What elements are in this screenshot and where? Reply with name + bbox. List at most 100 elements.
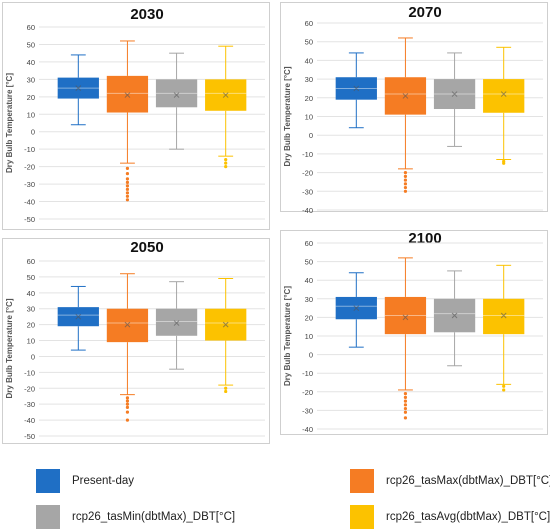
legend-swatch-present-day — [36, 469, 60, 493]
y-tick-label: 60 — [305, 19, 313, 28]
outlier-rcp26-tasavg-dbtmax-dbt-c — [224, 389, 228, 394]
outlier-rcp26-tasmax-dbtmax-dbt-c — [403, 416, 408, 420]
mean-marker-rcp26-tasmax-dbtmax-dbt-c — [402, 314, 409, 321]
chart-title: 2030 — [130, 6, 163, 23]
y-tick-label: 20 — [27, 321, 35, 330]
y-tick-label: 20 — [305, 313, 313, 322]
outlier-rcp26-tasmax-dbtmax-dbt-c — [403, 174, 408, 178]
outlier-rcp26-tasmax-dbtmax-dbt-c — [125, 198, 130, 202]
legend-item-tasmin: rcp26_tasMin(dbtMax)_DBT[°C] — [36, 505, 235, 529]
mean-marker-rcp26-tasavg-dbtmax-dbt-c — [222, 321, 229, 328]
box-rcp26-tasmax-dbtmax-dbt-c — [384, 296, 427, 335]
y-tick-label: 50 — [27, 40, 35, 49]
mean-marker-rcp26-tasavg-dbtmax-dbt-c — [222, 92, 229, 98]
y-axis-label: Dry Bulb Temperature [°C] — [283, 66, 292, 166]
outlier-rcp26-tasmax-dbtmax-dbt-c — [125, 410, 130, 414]
mean-marker-rcp26-tasavg-dbtmax-dbt-c — [500, 91, 507, 97]
outlier-rcp26-tasmax-dbtmax-dbt-c — [125, 172, 130, 176]
chart-svg-2050: 2050 Dry Bulb Temperature [°C] 60 50 40 30 20 1… — [5, 239, 265, 441]
chart-svg-2070: 2070 Dry Bulb Temperature [°C] 60 50 40 30 20 1… — [283, 4, 543, 213]
y-tick-label: 0 — [31, 352, 35, 361]
y-tick-label: 50 — [305, 38, 313, 47]
outlier-rcp26-tasmax-dbtmax-dbt-c — [125, 191, 130, 195]
mean-marker-rcp26-tasmin-dbtmax-dbt-c — [451, 312, 458, 319]
outlier-rcp26-tasmax-dbtmax-dbt-c — [403, 182, 408, 186]
outlier-rcp26-tasmax-dbtmax-dbt-c — [403, 406, 408, 411]
box-rcp26-tasmax-dbtmax-dbt-c — [106, 308, 149, 343]
y-tick-label: -40 — [24, 198, 35, 207]
y-tick-label: -10 — [24, 145, 35, 154]
y-tick-label: 40 — [305, 56, 313, 65]
outlier-rcp26-tasmax-dbtmax-dbt-c — [125, 184, 130, 188]
y-tick-label: 40 — [305, 276, 313, 285]
mean-marker-rcp26-tasmin-dbtmax-dbt-c — [173, 92, 180, 98]
legend-swatch-tasmin — [36, 505, 60, 529]
chart-title: 2100 — [408, 231, 441, 247]
outlier-rcp26-tasmax-dbtmax-dbt-c — [125, 166, 130, 170]
y-tick-label: -20 — [24, 163, 35, 172]
outlier-rcp26-tasmax-dbtmax-dbt-c — [403, 171, 408, 175]
outlier-rcp26-tasmax-dbtmax-dbt-c — [403, 189, 408, 193]
y-tick-label: 30 — [305, 75, 313, 84]
outlier-rcp26-tasavg-dbtmax-dbt-c — [224, 386, 228, 390]
y-tick-label: -30 — [24, 400, 35, 409]
y-tick-label: -20 — [302, 169, 313, 178]
box-rcp26-tasmax-dbtmax-dbt-c — [106, 75, 149, 113]
mean-marker-present-day — [353, 305, 360, 311]
box-rcp26-tasavg-dbtmax-dbt-c — [483, 298, 525, 335]
chart-panel-2030: 2030 Dry Bulb Temperature [°C] 60 50 40 30 20 1… — [2, 2, 270, 230]
y-tick-label: 60 — [27, 23, 35, 32]
mean-marker-rcp26-tasmax-dbtmax-dbt-c — [124, 321, 131, 328]
outlier-rcp26-tasmax-dbtmax-dbt-c — [125, 418, 130, 422]
y-tick-label: 60 — [305, 239, 313, 248]
mean-marker-rcp26-tasmax-dbtmax-dbt-c — [124, 92, 131, 98]
outlier-rcp26-tasavg-dbtmax-dbt-c — [502, 384, 506, 388]
y-tick-label: 30 — [27, 75, 35, 84]
y-tick-label: 10 — [305, 113, 313, 122]
outlier-rcp26-tasmax-dbtmax-dbt-c — [403, 410, 408, 414]
y-axis-label: Dry Bulb Temperature [°C] — [5, 298, 14, 398]
chart-panel-2050: 2050 Dry Bulb Temperature [°C] 60 50 40 30 20 1… — [2, 238, 270, 444]
y-tick-label: 40 — [27, 58, 35, 67]
outlier-rcp26-tasavg-dbtmax-dbt-c — [224, 161, 228, 165]
outlier-rcp26-tasmax-dbtmax-dbt-c — [403, 395, 408, 399]
y-tick-label: -30 — [302, 187, 313, 196]
outlier-rcp26-tasmax-dbtmax-dbt-c — [125, 402, 130, 406]
outlier-rcp26-tasmax-dbtmax-dbt-c — [125, 180, 130, 184]
outlier-rcp26-tasmax-dbtmax-dbt-c — [125, 187, 130, 191]
chart-panel-2070: 2070 Dry Bulb Temperature [°C] 60 50 40 30 20 1… — [280, 2, 548, 213]
y-tick-label: 10 — [305, 332, 313, 341]
outlier-rcp26-tasavg-dbtmax-dbt-c — [502, 161, 506, 165]
y-tick-label: 10 — [27, 337, 35, 346]
outlier-rcp26-tasmax-dbtmax-dbt-c — [125, 177, 130, 181]
mean-marker-rcp26-tasmin-dbtmax-dbt-c — [451, 91, 458, 97]
y-tick-label: 30 — [27, 305, 35, 314]
box-rcp26-tasmin-dbtmax-dbt-c — [155, 79, 198, 108]
y-tick-label: 40 — [27, 289, 35, 298]
y-tick-label: 0 — [309, 131, 313, 140]
mean-marker-rcp26-tasmin-dbtmax-dbt-c — [173, 320, 180, 326]
y-tick-label: 10 — [27, 110, 35, 119]
chart-svg-2100: 2100 Dry Bulb Temperature [°C] 60 50 40 30 20 1… — [283, 231, 543, 434]
outlier-rcp26-tasmax-dbtmax-dbt-c — [125, 399, 130, 403]
legend-item-tasmax: rcp26_tasMax(dbtMax)_DBT[°C] — [350, 469, 550, 493]
mean-marker-rcp26-tasmax-dbtmax-dbt-c — [402, 93, 409, 99]
y-tick-label: -30 — [302, 406, 313, 415]
box-rcp26-tasavg-dbtmax-dbt-c — [483, 79, 525, 113]
y-tick-label: -30 — [24, 180, 35, 189]
legend-swatch-tasmax — [350, 469, 374, 493]
y-tick-label: -40 — [24, 416, 35, 425]
outlier-rcp26-tasmax-dbtmax-dbt-c — [403, 185, 408, 190]
box-rcp26-tasmin-dbtmax-dbt-c — [155, 308, 198, 336]
mean-marker-present-day — [75, 85, 82, 91]
legend-label-tasmin: rcp26_tasMin(dbtMax)_DBT[°C] — [72, 511, 236, 523]
y-tick-label: -50 — [24, 215, 35, 224]
y-tick-label: 50 — [305, 258, 313, 267]
y-tick-label: 0 — [31, 128, 35, 137]
outlier-rcp26-tasavg-dbtmax-dbt-c — [224, 165, 228, 169]
legend-swatch-tasavg — [350, 505, 374, 529]
outlier-rcp26-tasavg-dbtmax-dbt-c — [224, 158, 228, 162]
chart-svg-2030: 2030 Dry Bulb Temperature [°C] 60 50 40 30 20 1… — [5, 6, 265, 224]
outlier-rcp26-tasmax-dbtmax-dbt-c — [125, 396, 130, 400]
chart-title: 2050 — [130, 239, 163, 256]
